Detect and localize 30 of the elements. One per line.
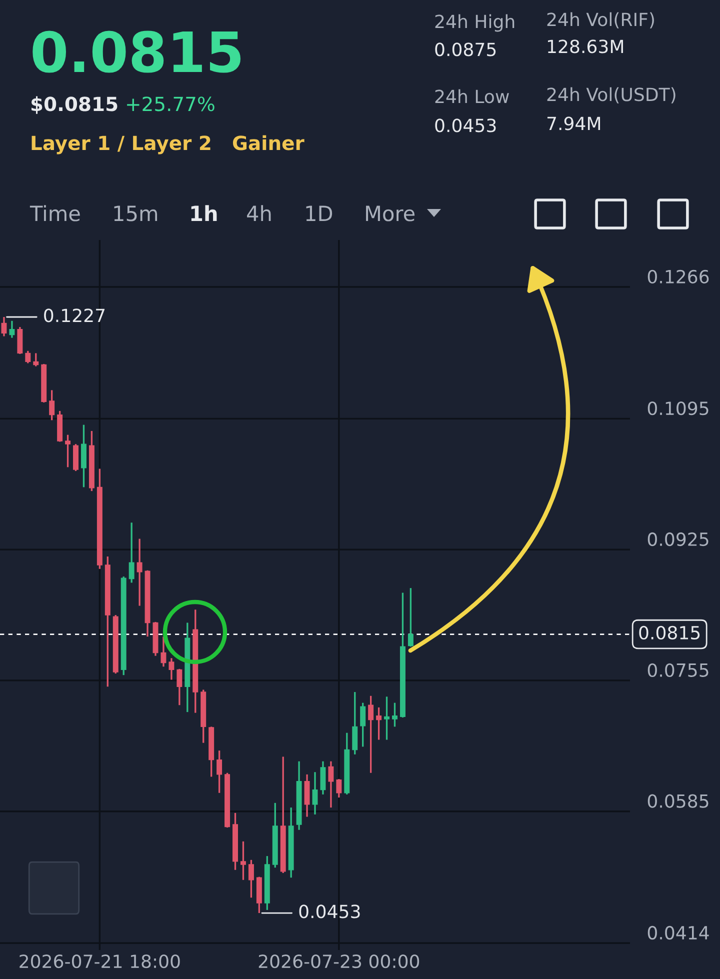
text: Layer 1 / Layer 2 [32,136,210,154]
text: +25.77% [127,96,214,112]
text: 15m [114,206,158,222]
y-tick-label: 0.1095 [648,402,708,416]
text: More [366,206,415,222]
y-tick-label: 0.0755 [648,663,708,677]
x-tick-label: 2026-07-21 18:00 [20,954,180,968]
text: 0.0875 [435,42,496,56]
text: 24h Vol(RIF) [547,12,654,28]
chart-subtitle: $0.0815 [32,96,118,114]
y-tick-label: 0.0414 [648,926,709,940]
text: 24h Low [435,89,509,104]
text: 7.94M [547,116,600,130]
text: 1D [306,206,332,221]
annotation: 0.0453 [299,904,360,918]
annotation: 0.1227 [44,308,105,322]
text: 4h [247,205,271,221]
x-tick-label: 2026-07-23 00:00 [258,954,420,968]
text: Gainer [232,135,304,150]
ref-line-label: 0.0815 [639,626,700,640]
text: 128.63M [548,40,623,54]
y-tick-label: 0.0925 [648,532,708,546]
chart-title: 0.0815 [32,30,240,73]
text: 24h High [435,14,514,32]
text: 1h [191,205,217,221]
text: Time [30,205,80,222]
text: 0.0453 [435,118,496,132]
text: 24h Vol(USDT) [547,87,676,104]
y-tick-label: 0.0585 [648,794,708,808]
y-tick-label: 0.1266 [648,270,709,284]
